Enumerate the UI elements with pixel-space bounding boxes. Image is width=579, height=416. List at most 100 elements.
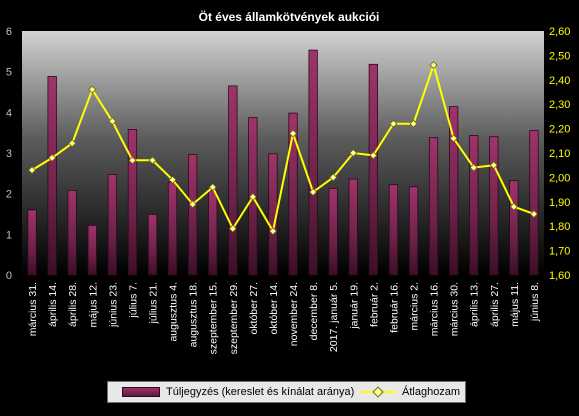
x-tick-label: október 27.: [248, 282, 260, 335]
x-tick-label: szeptember 15.: [208, 282, 220, 354]
line-point: [268, 227, 277, 236]
left-axis: 0 1 2 3 4 5 6: [6, 26, 12, 282]
bar: [127, 128, 138, 276]
line-point: [429, 61, 438, 70]
left-tick-label: 3: [6, 148, 12, 160]
x-tick-label: október 14.: [268, 282, 280, 335]
bar: [288, 112, 298, 276]
line-point: [409, 119, 418, 128]
line-point: [188, 200, 197, 209]
bar-series: [27, 49, 539, 276]
left-tick-label: 5: [6, 67, 12, 79]
legend: Túljegyzés (kereslet és kínálat aránya) …: [107, 381, 466, 403]
x-tick-label: szeptember 29.: [228, 282, 240, 354]
x-tick-label: 2017. január 5.: [328, 282, 340, 352]
legend-item-bar: Túljegyzés (kereslet és kínálat aránya): [122, 385, 354, 399]
line-point: [469, 163, 478, 172]
line-point: [88, 85, 97, 94]
legend-item-line: Átlaghozam: [360, 385, 460, 399]
x-tick-label: április 28.: [67, 282, 79, 327]
right-tick-label: 2,60: [549, 26, 570, 38]
bar: [187, 154, 198, 276]
line-point: [208, 183, 217, 192]
line-point: [389, 119, 398, 128]
x-tick-label: augusztus 18.: [188, 282, 200, 347]
right-tick-label: 1,90: [549, 197, 570, 209]
bar: [368, 63, 379, 276]
line-point: [108, 117, 117, 126]
line-point: [349, 149, 358, 157]
line-path: [31, 61, 535, 234]
line-point: [148, 156, 157, 165]
plot-area: [22, 31, 544, 275]
bar: [469, 135, 479, 276]
bar: [509, 180, 519, 276]
bar: [107, 174, 117, 276]
line-point: [329, 173, 338, 182]
x-tick-label: július 21.: [148, 282, 160, 324]
line-point: [449, 134, 458, 143]
line-point: [48, 153, 57, 162]
x-tick-label: március 31.: [27, 282, 39, 336]
x-tick-label: december 8.: [308, 282, 320, 340]
x-tick-label: május 11.: [509, 282, 521, 327]
x-tick-label: március 2.: [409, 282, 421, 330]
legend-line-label: Átlaghozam: [402, 386, 461, 398]
x-tick-label: március 30.: [449, 282, 461, 336]
bar: [388, 184, 399, 276]
x-axis: március 31. április 14. április 28. május 1…: [27, 282, 541, 354]
x-tick-label: április 27.: [489, 282, 501, 327]
line-point: [489, 161, 498, 170]
x-tick-label: február 16.: [388, 282, 400, 333]
x-tick-label: április 13.: [469, 282, 481, 327]
left-tick-label: 6: [6, 26, 12, 38]
line-point: [68, 139, 77, 148]
bar: [448, 106, 459, 276]
x-tick-label: január 19.: [348, 282, 360, 330]
line-series: [28, 61, 538, 236]
left-tick-label: 2: [6, 189, 12, 201]
line-point: [369, 151, 378, 160]
x-tick-label: február 2.: [368, 282, 380, 327]
bar: [428, 137, 439, 276]
right-tick-label: 2,00: [549, 172, 570, 184]
bar: [167, 181, 178, 276]
line-point: [28, 166, 37, 175]
bar: [348, 178, 358, 276]
x-tick-label: március 16.: [429, 282, 441, 336]
left-tick-label: 4: [6, 107, 12, 119]
x-tick-label: augusztus 4.: [168, 282, 180, 342]
bar: [328, 187, 338, 276]
bar: [529, 130, 539, 276]
left-tick-label: 0: [6, 270, 12, 282]
line-point: [509, 202, 518, 211]
right-tick-label: 2,50: [549, 50, 570, 62]
bar: [67, 189, 77, 276]
x-tick-label: június 8.: [529, 282, 541, 322]
x-tick-label: november 24.: [288, 282, 300, 346]
right-tick-label: 1,60: [549, 270, 570, 282]
right-tick-label: 1,70: [549, 246, 570, 258]
x-tick-label: június 23.: [107, 282, 119, 328]
chart-title: Öt éves államkötvények aukciói: [199, 9, 380, 24]
line-point: [248, 192, 257, 201]
line-point: [128, 156, 137, 165]
right-tick-label: 2,10: [549, 148, 570, 160]
bar: [87, 224, 97, 276]
line-point: [228, 224, 237, 233]
right-tick-label: 2,20: [549, 124, 570, 136]
line-point: [289, 129, 298, 138]
x-tick-label: július 7.: [127, 282, 139, 319]
bar: [308, 49, 318, 276]
bar: [489, 136, 499, 276]
right-tick-label: 2,30: [549, 99, 570, 111]
legend-bar-label: Túljegyzés (kereslet és kínálat aránya): [166, 386, 355, 398]
bar: [147, 213, 158, 276]
bar: [27, 209, 37, 276]
line-point: [168, 175, 177, 184]
line-point: [309, 188, 318, 197]
right-tick-label: 2,40: [549, 75, 570, 87]
right-axis: 1,60 1,70 1,80 1,90 2,00 2,10 2,20 2,30 2,40 2,50…: [549, 26, 570, 282]
